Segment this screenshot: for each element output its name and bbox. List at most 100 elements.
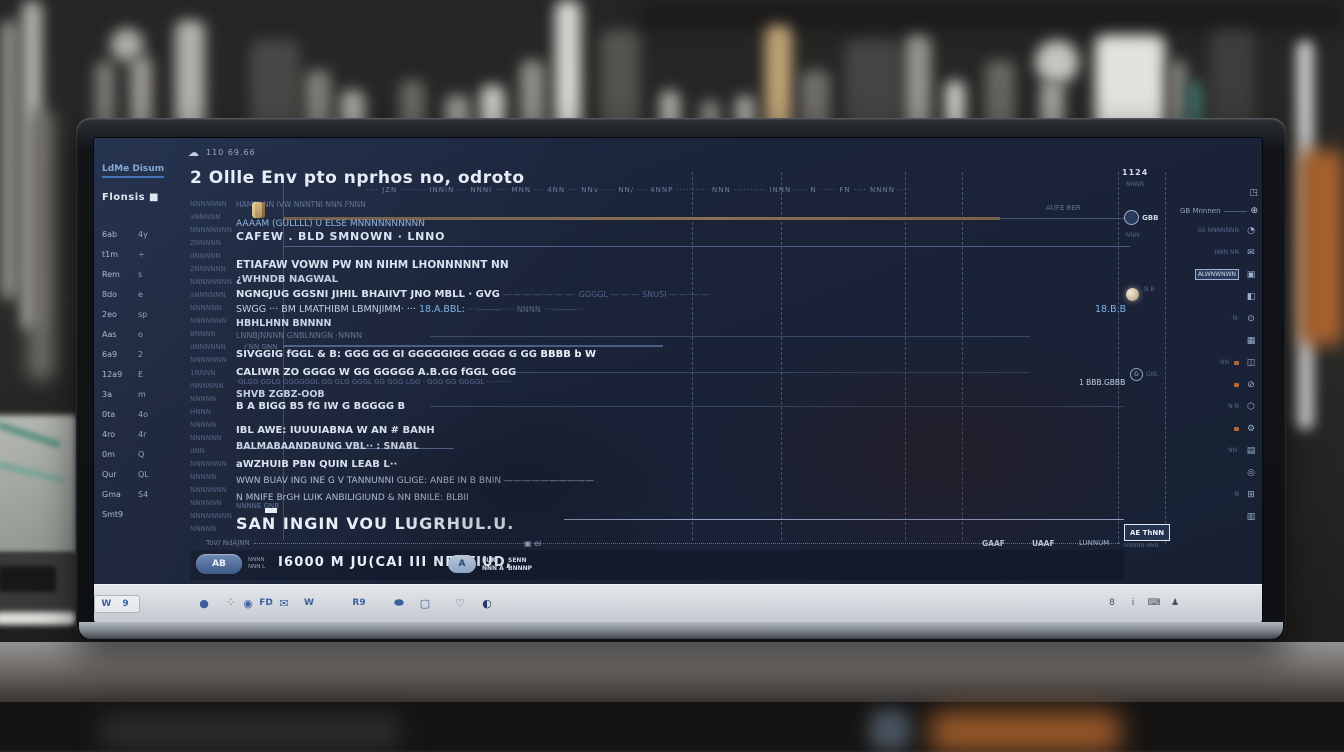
text-line: SIVGGIG fGGL & B: GGG GG GI GGGGGIGG GGG… — [236, 349, 596, 360]
blue-segment: 18.A.BBL: — [415, 304, 465, 315]
panel-row[interactable]: ⊘ — [1180, 379, 1258, 390]
orange-dot-icon — [1234, 382, 1239, 387]
panel-row[interactable]: NN· ▤ — [1180, 445, 1258, 456]
taskbar-app-icon[interactable]: ◐ — [482, 596, 492, 610]
panel-row-icon[interactable]: ◔ — [1247, 225, 1255, 236]
line-number: NNNNN — [190, 473, 217, 481]
panel-row-icon[interactable]: ⚙ — [1246, 423, 1256, 434]
column-stat: UAAF — [1032, 539, 1055, 547]
panel-header-icon[interactable]: ⊕ — [1250, 206, 1258, 216]
bokeh-shape — [0, 612, 76, 625]
panel-row-icon[interactable]: ✉ — [1247, 247, 1255, 258]
panel-row[interactable]: Gk NNNNNNN ◔ — [1180, 225, 1258, 236]
sidebar-item-value: QL — [138, 469, 149, 479]
panel-row[interactable]: ◎ — [1180, 467, 1258, 478]
text-line: IBL AWE: IUUUIABNA W AN # BANH — [236, 425, 435, 436]
sidebar-item[interactable]: Gma S4 — [102, 484, 149, 504]
panel-row[interactable]: N·N ⬡ — [1180, 401, 1258, 412]
panel-row-label: NN· — [1228, 447, 1239, 454]
panel-row-icon[interactable]: ⊙ — [1247, 313, 1255, 324]
sidebar-item[interactable]: 12a9 E — [102, 364, 149, 384]
taskbar-app-icon[interactable]: FD — [259, 598, 273, 608]
taskbar-app-icon[interactable]: R9 — [352, 598, 366, 608]
column-stat: LUNNUM — [1079, 539, 1110, 547]
panel-top-icon[interactable]: ◳ — [1249, 188, 1258, 198]
line-number: NNNNN — [190, 395, 217, 403]
bokeh-shape — [0, 566, 56, 592]
sidebar-item-label: 3a — [102, 389, 112, 399]
panel-row[interactable]: ALWNWNWN ▣ — [1180, 269, 1258, 280]
status-badge[interactable]: GBB — [1124, 210, 1158, 225]
taskbar-app-icon[interactable]: ♡ — [455, 596, 465, 610]
sidebar-item[interactable]: 0ta 4o — [102, 404, 149, 424]
status-badge[interactable]: G GNL · — [1130, 368, 1162, 381]
grid-column-line — [1118, 172, 1119, 544]
taskbar-app-icon[interactable]: ✉ — [279, 596, 289, 610]
dim-segment: ····———····· NNNN ····———·· — [464, 305, 583, 314]
taskbar-app-icon[interactable]: W 9 — [94, 595, 140, 613]
sidebar-item-list: 6ab 4y t1m ÷ Rem s 8do — [102, 224, 149, 524]
sidebar-item[interactable]: t1m ÷ — [102, 244, 149, 264]
bright-segment: 1 BBB.GBBBBB — [1079, 378, 1126, 386]
panel-row-icon[interactable]: ▣ — [1246, 269, 1256, 280]
sidebar-item[interactable]: Rem s — [102, 264, 149, 284]
sidebar-item-label: 8do — [102, 289, 118, 299]
panel-row-icon[interactable]: ⊞ — [1247, 489, 1255, 500]
tray-icon[interactable]: ♟ — [1170, 598, 1180, 608]
sidebar-item[interactable]: Aas o — [102, 324, 149, 344]
inline-icons[interactable]: ▣ ei — [524, 539, 542, 547]
bokeh-shape — [100, 714, 400, 750]
rule-line — [283, 345, 663, 347]
sidebar-item[interactable]: 4ro 4r — [102, 424, 149, 444]
panel-row-icon[interactable]: ▥ — [1246, 511, 1256, 522]
sidebar-item[interactable]: 0m Q — [102, 444, 149, 464]
sidebar-item[interactable]: Smt9 — [102, 504, 149, 524]
sidebar-item[interactable]: 3a m — [102, 384, 149, 404]
panel-row-icon[interactable]: ◫ — [1246, 357, 1256, 368]
link-line[interactable]: AAAAM (GULLLL) U ELSE MNNNNNNNNNN — [236, 219, 426, 229]
tray-icon[interactable]: 8 — [1109, 598, 1115, 608]
top-status-bar: ☁ 110 69.66 — [188, 146, 256, 159]
tray-icon[interactable]: ⌨ — [1147, 598, 1161, 608]
taskbar-app-icon[interactable]: ◉ — [243, 596, 253, 610]
taskbar-app-icon[interactable]: ▢ — [419, 596, 431, 610]
sidebar-item[interactable]: 6a9 2 — [102, 344, 149, 364]
panel-row-icon[interactable]: ▦ — [1246, 335, 1256, 346]
sidebar-item[interactable]: 6ab 4y — [102, 224, 149, 244]
panel-row[interactable]: ◧ — [1180, 291, 1258, 302]
tray-icon[interactable]: i — [1131, 598, 1135, 608]
panel-row-icon[interactable]: ◎ — [1247, 467, 1255, 478]
footer-secondary-button[interactable]: A — [448, 555, 476, 573]
panel-row[interactable]: ⚙ — [1180, 423, 1258, 434]
status-box[interactable]: AE ThNN — [1124, 524, 1170, 541]
sidebar-item-value: S4 — [138, 489, 149, 499]
panel-row-icon[interactable]: ▤ — [1246, 445, 1256, 456]
panel-row[interactable]: ▥ — [1180, 511, 1258, 522]
bokeh-shape — [640, 0, 1344, 30]
footer-primary-button[interactable]: AB — [196, 554, 242, 574]
panel-row[interactable]: NNN NN ✉ — [1180, 247, 1258, 258]
panel-row-icon[interactable]: ◧ — [1246, 291, 1256, 302]
panel-row[interactable]: ·N· ⊙ — [1180, 313, 1258, 324]
sidebar-item-label: t1m — [102, 249, 119, 259]
sidebar-item[interactable]: 8do e — [102, 284, 149, 304]
sidebar-logo[interactable]: LdMe Disum — [102, 164, 165, 178]
sidebar-item[interactable]: 2eo sp — [102, 304, 149, 324]
bokeh-shape — [930, 712, 1120, 752]
panel-row-icon[interactable]: ⊘ — [1247, 379, 1255, 390]
line-number: NNNNNNN — [190, 317, 227, 325]
panel-row[interactable]: ▦ — [1180, 335, 1258, 346]
panel-row-label: Gk NNNNNNN — [1197, 227, 1239, 234]
panel-row-icon[interactable]: ⬡ — [1247, 401, 1255, 412]
sidebar-item[interactable]: Qur QL — [102, 464, 149, 484]
taskbar-app-icon[interactable]: W — [304, 598, 314, 608]
panel-row[interactable]: ·N ⊞ — [1180, 489, 1258, 500]
sidebar-item-value: o — [138, 329, 143, 339]
taskbar-app-icon[interactable]: ● — [199, 596, 209, 610]
line-number: NNNNN — [190, 421, 217, 429]
panel-row[interactable]: NN ◫ — [1180, 357, 1258, 368]
taskbar-app-icon[interactable]: ⬬ — [394, 596, 404, 609]
glow-dot-icon — [1126, 288, 1139, 301]
taskbar-app-icon[interactable]: ⁘ — [227, 598, 235, 608]
sidebar-item-value: 4o — [138, 409, 148, 419]
